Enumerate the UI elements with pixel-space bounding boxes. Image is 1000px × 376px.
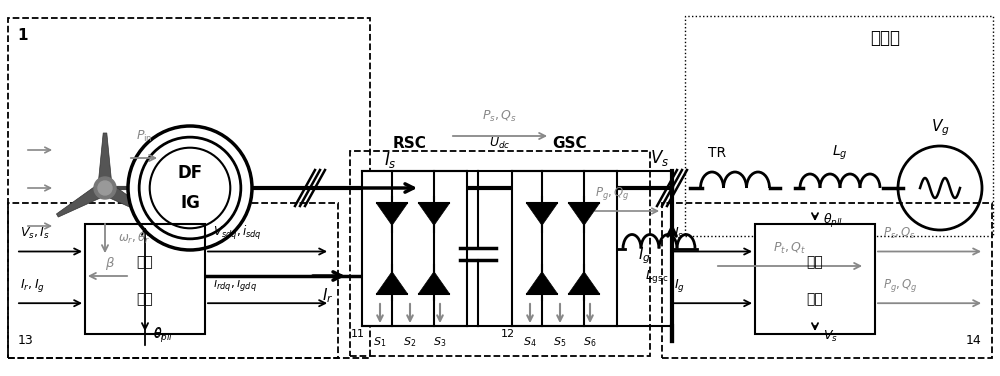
Text: $\boldsymbol{I_r, I_g}$: $\boldsymbol{I_r, I_g}$ [20, 277, 45, 294]
Text: 13: 13 [18, 334, 34, 347]
Text: GSC: GSC [553, 135, 587, 150]
Bar [662, 203, 992, 358]
Bar [8, 203, 338, 358]
Text: DF: DF [177, 164, 203, 182]
Text: $S_1$: $S_1$ [373, 335, 387, 349]
Text: $\boldsymbol{I_g}$: $\boldsymbol{I_g}$ [638, 246, 650, 266]
Text: $\boldsymbol{V_s}$: $\boldsymbol{V_s}$ [650, 148, 670, 168]
Text: $P_g, Q_g$: $P_g, Q_g$ [883, 277, 918, 294]
Circle shape [98, 181, 112, 195]
Polygon shape [569, 271, 599, 294]
Text: 坐标: 坐标 [137, 256, 153, 270]
Text: $S_6$: $S_6$ [583, 335, 597, 349]
Text: $S_5$: $S_5$ [553, 335, 567, 349]
Circle shape [128, 126, 252, 250]
Text: $\boldsymbol{V_g}$: $\boldsymbol{V_g}$ [931, 118, 949, 138]
Text: $\boldsymbol{V_s, I_s}$: $\boldsymbol{V_s, I_s}$ [20, 226, 50, 241]
Text: TR: TR [708, 146, 726, 160]
Text: $\theta_{pll}$: $\theta_{pll}$ [823, 212, 843, 230]
Text: $V_{sdq}, i_{sdq}$: $V_{sdq}, i_{sdq}$ [213, 224, 262, 243]
Text: $L_{\rm gsc}$: $L_{\rm gsc}$ [645, 268, 669, 285]
Text: 变换: 变换 [137, 292, 153, 306]
Text: $\omega_r,\theta_r$: $\omega_r,\theta_r$ [118, 230, 151, 246]
Polygon shape [377, 203, 407, 225]
Text: $U_{dc}$: $U_{dc}$ [489, 135, 511, 150]
Text: RSC: RSC [393, 135, 427, 150]
Text: $S_2$: $S_2$ [403, 335, 417, 349]
Circle shape [94, 177, 116, 199]
Polygon shape [56, 182, 109, 217]
Text: 计算: 计算 [807, 292, 823, 306]
Polygon shape [527, 203, 557, 225]
Text: $P_{\rm in}$: $P_{\rm in}$ [136, 129, 152, 144]
Text: $L_g$: $L_g$ [832, 144, 848, 162]
Polygon shape [419, 271, 449, 294]
Text: 12: 12 [501, 329, 515, 339]
Text: $\boldsymbol{I_r}$: $\boldsymbol{I_r}$ [322, 287, 334, 305]
Text: $P_g, Q_g$: $P_g, Q_g$ [595, 185, 629, 203]
Text: $P_s, Q_s$: $P_s, Q_s$ [883, 226, 916, 241]
Bar [755, 224, 875, 334]
Text: $P_t, Q_t$: $P_t, Q_t$ [773, 240, 807, 256]
Text: 弱电网: 弱电网 [870, 29, 900, 47]
Text: $i_{rdq}, i_{gdq}$: $i_{rdq}, i_{gdq}$ [213, 276, 257, 294]
Polygon shape [419, 203, 449, 225]
Polygon shape [101, 182, 154, 217]
Polygon shape [377, 271, 407, 294]
Polygon shape [98, 133, 112, 188]
Text: $P_s, Q_s$: $P_s, Q_s$ [482, 108, 518, 124]
Text: $S_3$: $S_3$ [433, 335, 447, 349]
Text: $\boldsymbol{I_s}$: $\boldsymbol{I_s}$ [674, 226, 684, 241]
Bar [350, 151, 650, 356]
Text: $\boldsymbol{I_s}$: $\boldsymbol{I_s}$ [384, 150, 396, 170]
Polygon shape [569, 203, 599, 225]
Text: 1: 1 [18, 29, 28, 44]
Bar [512, 171, 617, 326]
Text: $S_4$: $S_4$ [523, 335, 537, 349]
Text: $\theta_r$: $\theta_r$ [153, 326, 167, 342]
Bar [85, 224, 205, 334]
Text: IG: IG [180, 194, 200, 212]
Text: $\boldsymbol{I_g}$: $\boldsymbol{I_g}$ [674, 277, 685, 294]
Bar [362, 171, 467, 326]
Text: 功率: 功率 [807, 256, 823, 270]
Polygon shape [527, 271, 557, 294]
Text: 14: 14 [966, 334, 982, 347]
Text: $\boldsymbol{V_s}$: $\boldsymbol{V_s}$ [823, 329, 838, 344]
Bar [685, 16, 993, 236]
Bar [8, 18, 370, 358]
Text: 11: 11 [351, 329, 365, 339]
Text: $\beta$: $\beta$ [105, 256, 115, 273]
Text: $\theta_{pll}$: $\theta_{pll}$ [153, 327, 173, 345]
